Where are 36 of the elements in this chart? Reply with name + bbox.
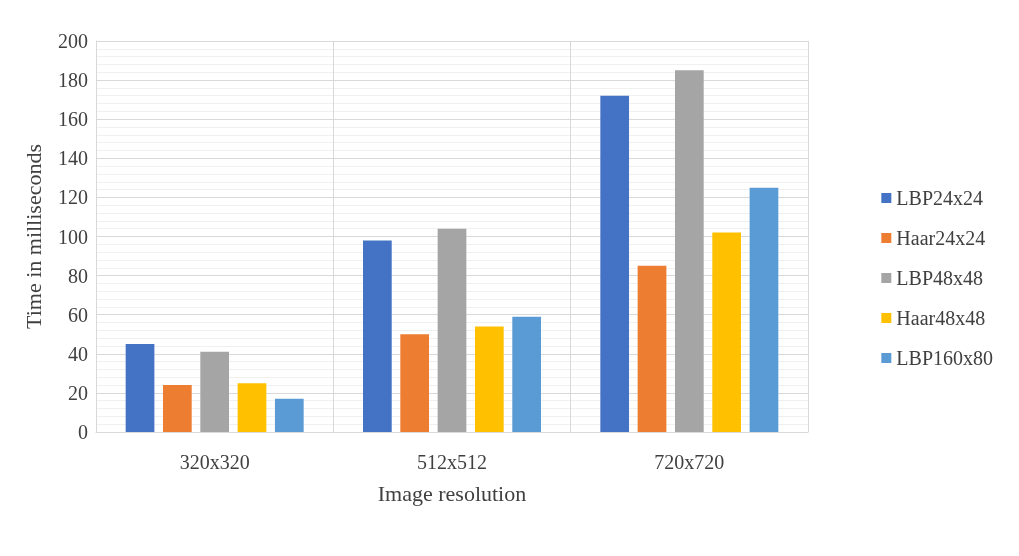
- y-tick-label: 120: [58, 186, 88, 209]
- y-tick-label: 80: [68, 264, 88, 287]
- legend-label: LBP160x80: [896, 347, 994, 369]
- y-tick-label: 180: [58, 69, 88, 92]
- legend-label: LBP24x24: [896, 187, 984, 209]
- bar: [162, 385, 192, 432]
- y-tick-label: 200: [58, 30, 88, 52]
- bar: [363, 240, 392, 432]
- legend-label: Haar48x48: [896, 307, 986, 329]
- bar: [712, 232, 742, 432]
- y-axis-title: Time in milliseconds: [20, 144, 46, 329]
- y-tick-label: 0: [78, 421, 88, 443]
- bar: [674, 70, 704, 432]
- y-tick-label: 100: [58, 225, 88, 248]
- bar: [400, 334, 430, 432]
- bar: [600, 95, 630, 432]
- bar: [637, 265, 667, 432]
- bar: [125, 344, 155, 432]
- y-tick-label: 140: [58, 147, 88, 170]
- bar: [274, 398, 304, 432]
- bar: [437, 228, 467, 432]
- x-tick-label: 512x512: [417, 451, 487, 473]
- legend-label: Haar24x24: [896, 227, 986, 249]
- y-tick-label: 60: [68, 303, 88, 326]
- bar: [512, 316, 541, 432]
- bar: [237, 383, 267, 432]
- bar: [474, 326, 504, 432]
- x-axis-title: Image resolution: [377, 480, 527, 506]
- legend-label: LBP48x48: [896, 267, 984, 289]
- x-tick-label: 720x720: [654, 451, 725, 473]
- y-tick-label: 160: [58, 108, 88, 131]
- y-tick-label: 40: [68, 342, 88, 365]
- bar: [749, 187, 779, 432]
- x-tick-label: 320x320: [179, 451, 250, 473]
- y-tick-label: 20: [68, 381, 88, 404]
- bar: [200, 351, 230, 432]
